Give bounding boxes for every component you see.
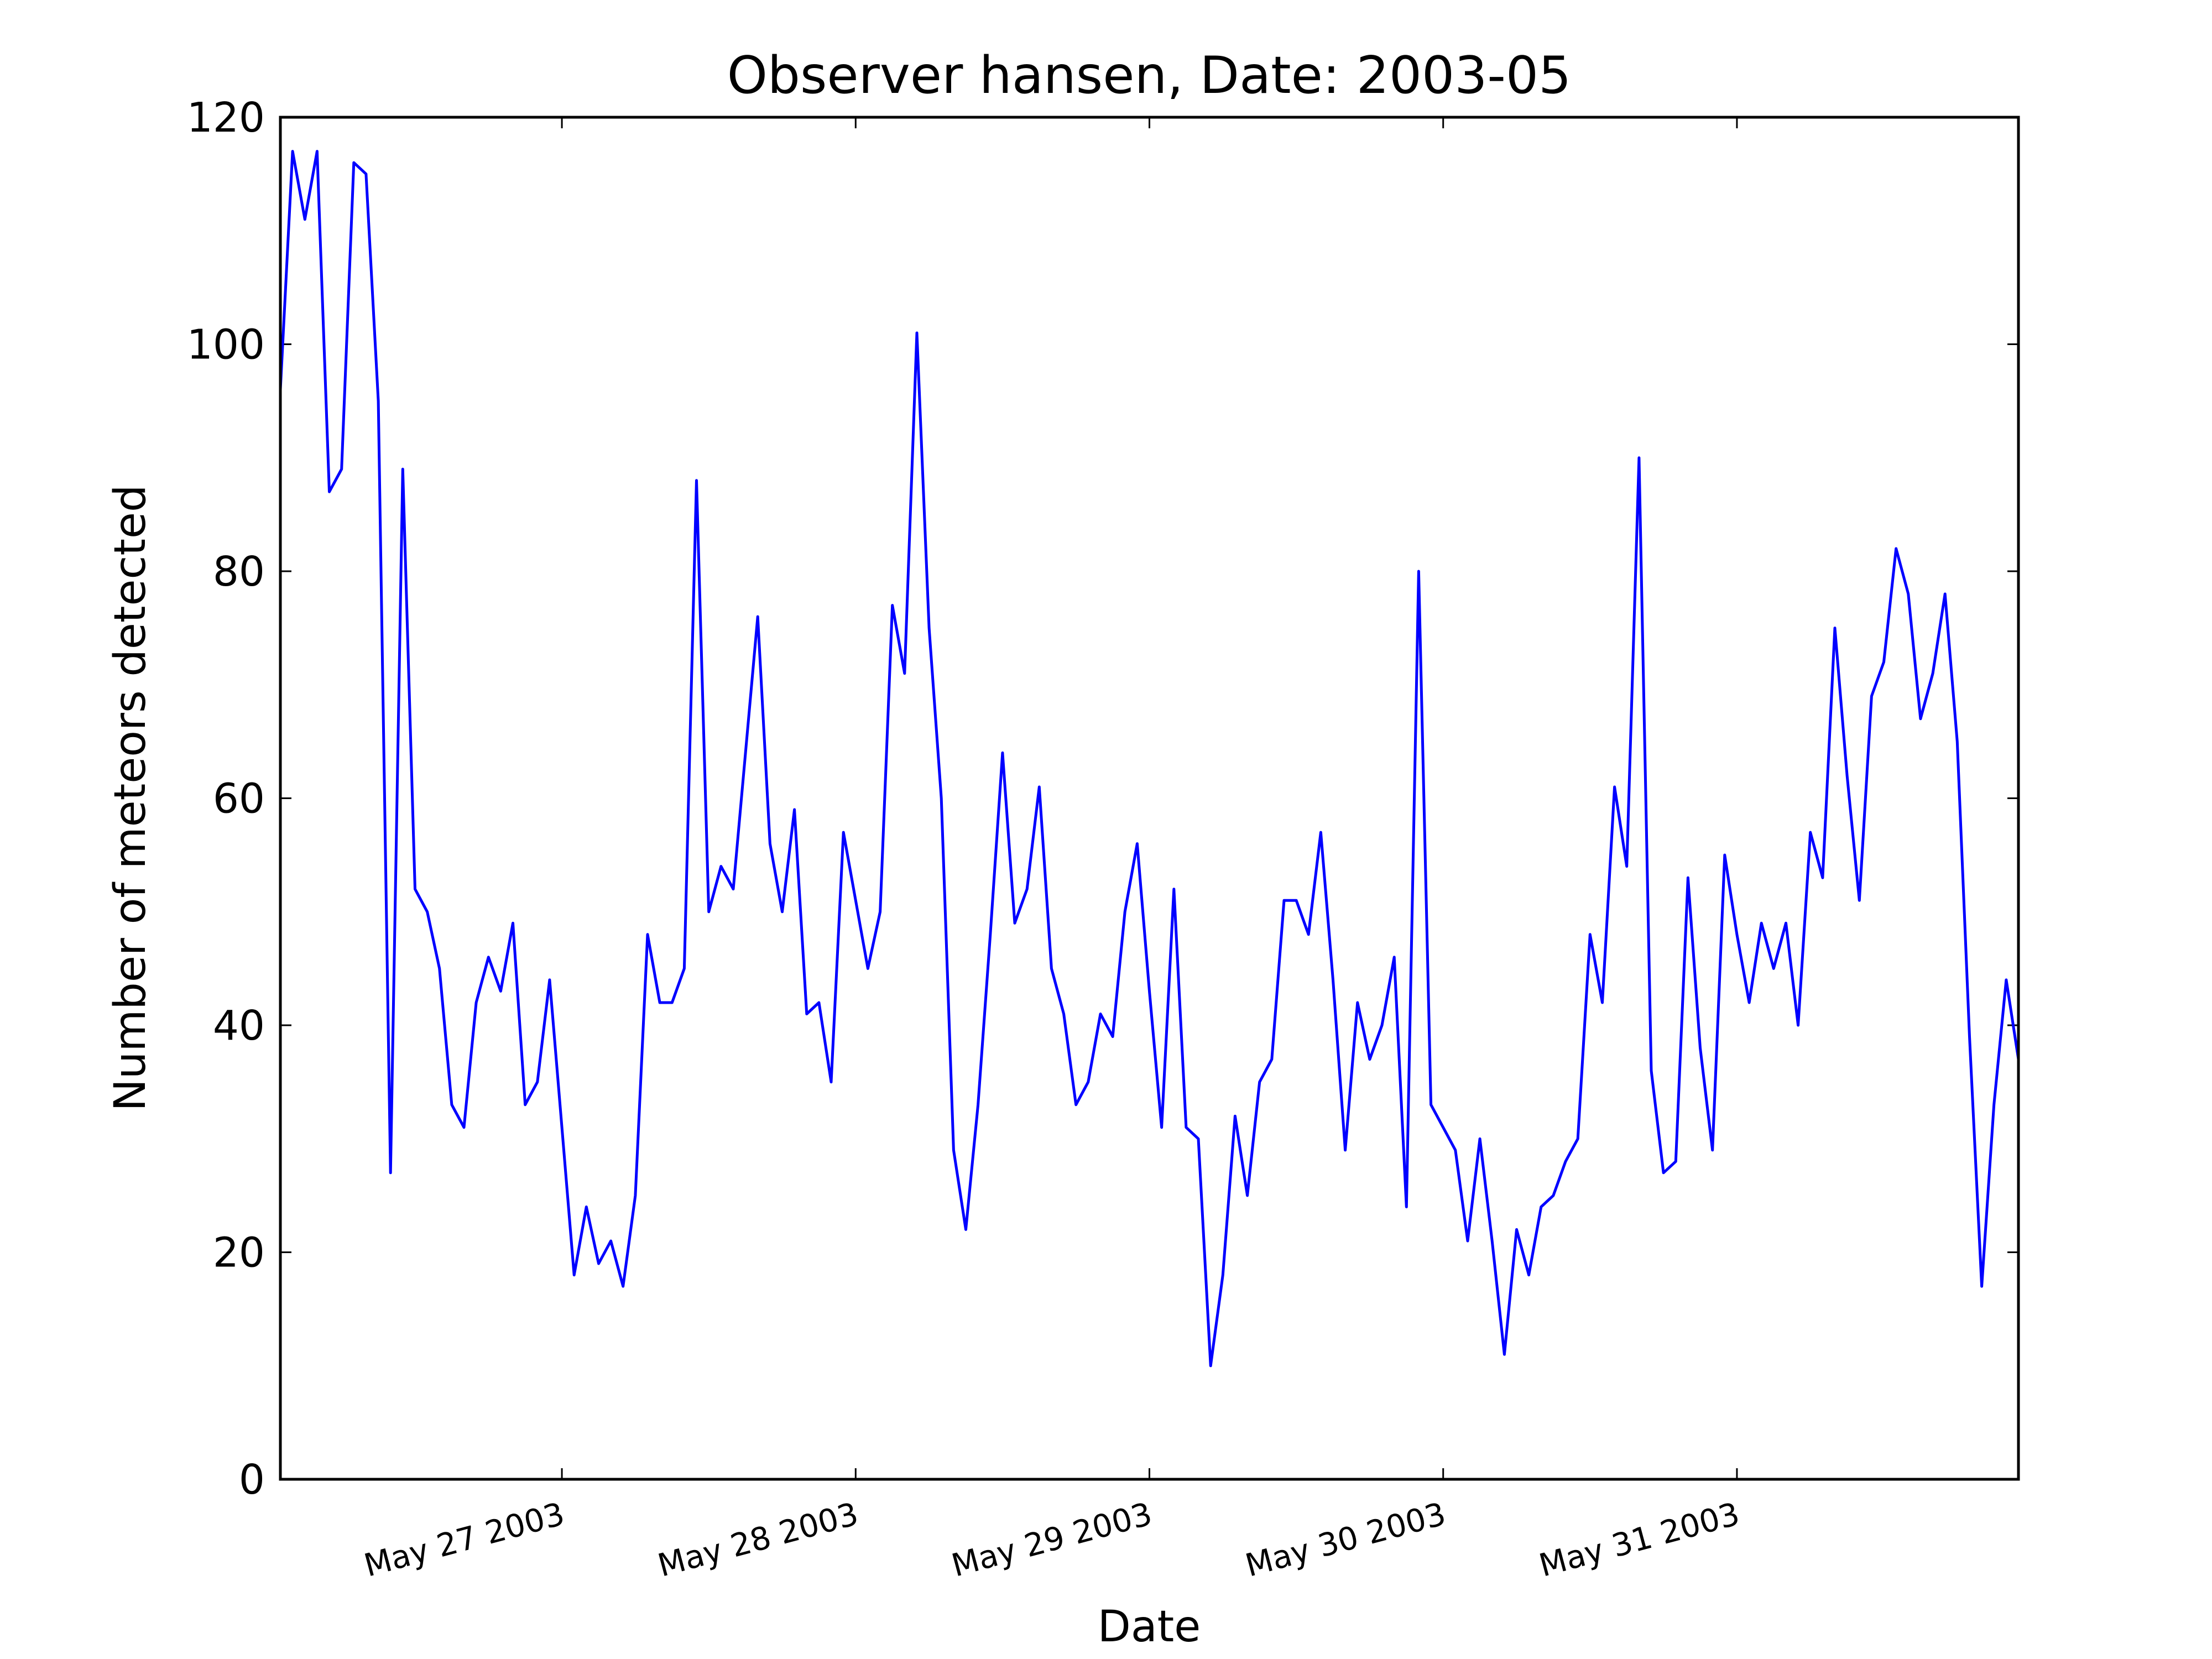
data-line — [280, 150, 2018, 1368]
plot-frame — [279, 116, 2020, 1481]
y-axis-label: Number of meteors detected — [106, 485, 155, 1112]
y-tick-label: 60 — [213, 775, 265, 823]
y-tick-label: 0 — [239, 1456, 265, 1504]
x-tick-label: May 30 2003 — [1241, 1496, 1449, 1584]
y-tick-label: 40 — [213, 1002, 265, 1050]
x-tick-label: May 27 2003 — [361, 1496, 568, 1584]
chart-title: Observer hansen, Date: 2003-05 — [727, 45, 1572, 105]
y-tick-label: 120 — [187, 94, 265, 142]
x-tick-label: May 29 2003 — [948, 1496, 1156, 1584]
x-tick-label: May 28 2003 — [654, 1496, 862, 1584]
x-axis-label: Date — [1098, 1602, 1201, 1652]
x-tick-label: May 31 2003 — [1535, 1496, 1743, 1584]
y-tick-label: 20 — [213, 1229, 265, 1277]
y-tick-label: 80 — [213, 548, 265, 596]
y-tick-label: 100 — [187, 321, 265, 369]
